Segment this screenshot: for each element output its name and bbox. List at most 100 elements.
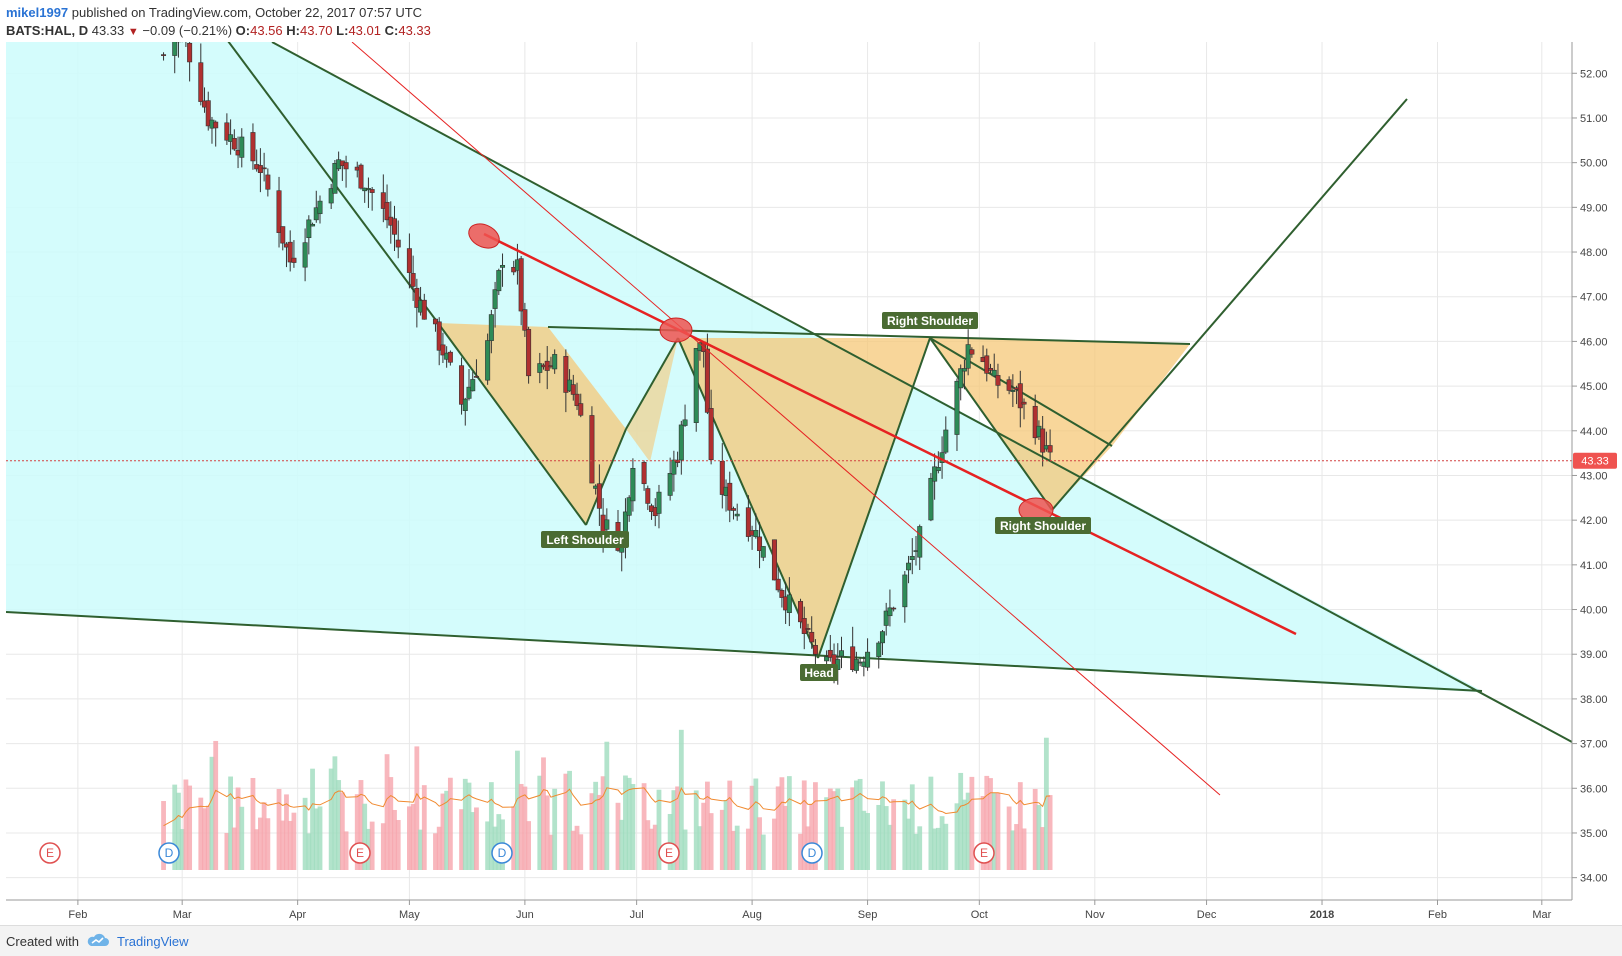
volume-bar xyxy=(630,784,636,870)
volume-bar xyxy=(593,781,599,870)
candle xyxy=(462,398,468,411)
volume-bar xyxy=(965,792,971,870)
y-tick-label: 37.00 xyxy=(1580,739,1608,751)
price-change: −0.09 (−0.21%) xyxy=(142,23,233,38)
volume-bar xyxy=(675,786,680,870)
volume-bar xyxy=(317,806,323,870)
earnings-event-icon[interactable]: E xyxy=(39,842,61,864)
volume-bar xyxy=(772,818,777,870)
volume-bar xyxy=(388,777,394,870)
volume-bar xyxy=(1043,737,1049,870)
volume-bar xyxy=(418,829,423,870)
candle xyxy=(879,631,885,644)
x-tick-label: Feb xyxy=(68,909,87,921)
volume-bar xyxy=(369,821,375,870)
candle xyxy=(824,656,830,662)
volume-bar xyxy=(183,779,189,870)
volume-bar xyxy=(645,820,651,870)
x-tick-label: Mar xyxy=(173,909,192,921)
candle xyxy=(812,645,818,655)
pattern-label-right-shoulder-bottom: Right Shoulder xyxy=(995,517,1091,534)
volume-bar xyxy=(261,802,267,870)
volume-bar xyxy=(254,829,260,870)
dividend-event-icon[interactable]: D xyxy=(491,842,513,864)
volume-bar xyxy=(198,797,204,870)
volume-bar xyxy=(943,823,949,870)
head-triangle xyxy=(678,338,930,658)
candle xyxy=(876,642,882,657)
volume-bar xyxy=(757,817,762,870)
earnings-event-icon[interactable]: E xyxy=(658,842,680,864)
candle xyxy=(1006,379,1012,391)
candle xyxy=(917,526,923,558)
dividend-event-icon[interactable]: D xyxy=(801,842,823,864)
dividend-event-icon[interactable]: D xyxy=(158,842,180,864)
x-tick-label: Jul xyxy=(630,909,644,921)
volume-bar xyxy=(969,776,975,870)
volume-bar xyxy=(995,793,1001,870)
x-tick-label: Apr xyxy=(289,909,306,921)
candle xyxy=(570,384,576,395)
volume-moving-average xyxy=(163,786,1051,827)
neckline-thin xyxy=(351,42,1221,796)
x-tick-label: Mar xyxy=(1532,909,1551,921)
volume-bar xyxy=(906,818,911,870)
y-tick-label: 34.00 xyxy=(1580,873,1608,885)
candle xyxy=(213,121,219,129)
right-shoulder-triangle xyxy=(930,338,1190,510)
volume-bar xyxy=(265,818,271,870)
volume-bar xyxy=(563,773,569,870)
volume-bar xyxy=(880,781,885,870)
candle xyxy=(596,483,602,509)
volume-bar xyxy=(671,790,677,870)
volume-bar xyxy=(596,794,602,870)
volume-bar xyxy=(857,778,863,870)
volume-bar xyxy=(336,780,342,870)
x-tick-label: Jun xyxy=(516,909,534,921)
volume-bar xyxy=(496,814,502,870)
candle xyxy=(801,618,807,634)
volume-bar xyxy=(436,826,442,870)
author-link[interactable]: mikel1997 xyxy=(6,5,69,20)
volume-bar xyxy=(988,778,993,870)
candle xyxy=(198,62,204,102)
volume-bar xyxy=(958,772,964,870)
volume-bar xyxy=(306,833,312,870)
price-chart[interactable]: Left Shoulder Head Right Shoulder Right … xyxy=(0,42,1622,925)
y-tick-label: 42.00 xyxy=(1580,515,1608,527)
volume-bar xyxy=(798,833,803,870)
volume-bar xyxy=(258,817,263,870)
volume-bar xyxy=(727,780,733,870)
earnings-event-icon[interactable]: E xyxy=(973,842,995,864)
volume-bar xyxy=(1032,788,1038,870)
candle xyxy=(310,223,316,227)
candle xyxy=(928,477,934,521)
candle xyxy=(384,201,390,221)
candle xyxy=(604,519,610,530)
earnings-event-icon[interactable]: E xyxy=(349,842,371,864)
x-axis: Feb Mar Apr May Jun Jul Aug Sep Oct Nov Dec 2018 Feb… xyxy=(68,900,1552,921)
volume-bar xyxy=(891,799,897,870)
candle xyxy=(708,408,714,461)
volume-bar xyxy=(1047,795,1053,870)
svg-text:D: D xyxy=(165,846,174,860)
tradingview-link[interactable]: TradingView xyxy=(117,934,189,949)
candle xyxy=(574,393,580,407)
volume-bar xyxy=(835,788,841,870)
y-tick-label: 44.00 xyxy=(1580,426,1608,438)
down-arrow-icon: ▼ xyxy=(127,26,139,38)
candle xyxy=(626,497,632,516)
candle xyxy=(965,344,971,369)
y-axis: 34.00 35.00 36.00 37.00 38.00 39.00 40.00 41.00… xyxy=(1572,68,1608,885)
volume-bar xyxy=(861,810,867,870)
candle xyxy=(518,258,524,312)
volume-bar xyxy=(567,770,572,870)
candle xyxy=(250,132,256,162)
candle xyxy=(205,100,211,127)
volume-bar xyxy=(1040,827,1046,870)
volume-bar xyxy=(570,830,576,870)
volume-bar xyxy=(928,776,934,870)
candle xyxy=(500,265,506,268)
candle xyxy=(779,589,785,598)
pattern-label-head: Head xyxy=(800,664,838,681)
